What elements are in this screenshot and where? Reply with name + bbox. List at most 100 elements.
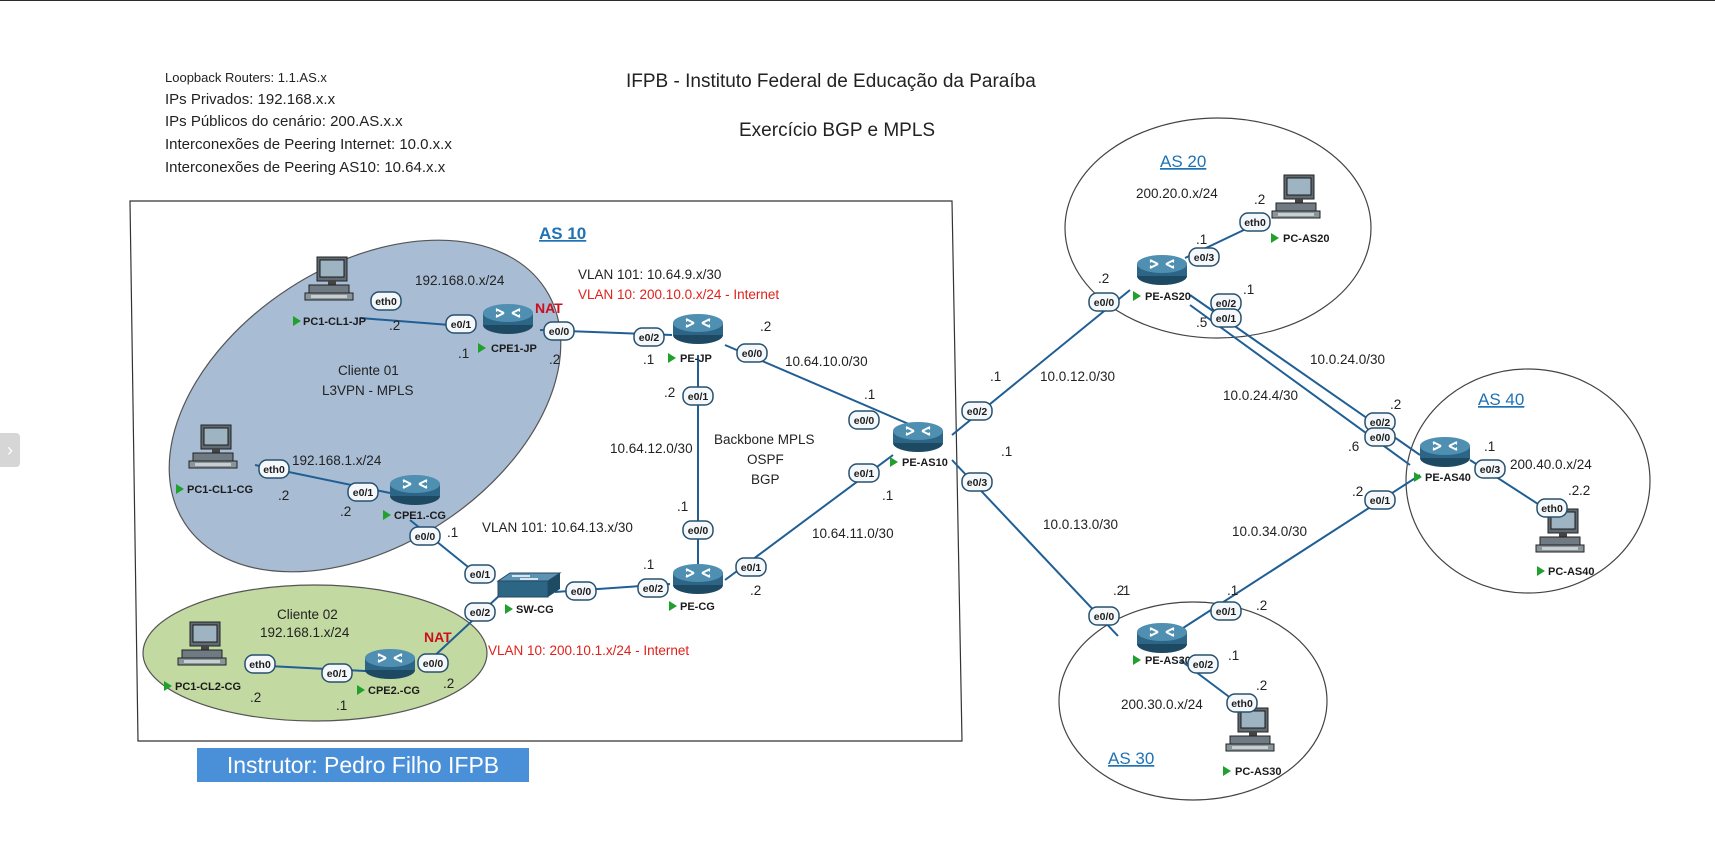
interface-badge-shape <box>1364 427 1396 447</box>
as10-label: AS 10 <box>539 224 586 243</box>
lan-cg1-label: 192.168.1.x/24 <box>292 453 382 468</box>
interface-badge-label: e0/0 <box>688 525 709 537</box>
host-octet-h34: .2 <box>1256 598 1267 613</box>
pe-cg[interactable]: PE-CG <box>669 563 724 613</box>
interface-badge-shape <box>1088 292 1120 312</box>
interface-badge-peas10-e03[interactable]: e0/3 <box>961 472 993 492</box>
host-octet-h10: .2 <box>340 504 351 519</box>
interface-badge-pcas20-eth0[interactable]: eth0 <box>1239 212 1271 232</box>
interface-badge-peas40-e01[interactable]: e0/1 <box>1364 490 1396 510</box>
host-octet-h16: .1 <box>882 488 893 503</box>
interface-badge-shape <box>682 386 714 406</box>
interface-badge-shape <box>637 578 669 598</box>
interface-badge-pejp-e00[interactable]: e0/0 <box>736 343 768 363</box>
host-octet-h15: .1 <box>336 698 347 713</box>
pc-as20[interactable]: PC-AS20 <box>1271 174 1329 245</box>
interface-badge-swcg-e01[interactable]: e0/1 <box>464 564 496 584</box>
interface-badge-label: e0/2 <box>470 607 491 619</box>
router-icon <box>892 421 944 453</box>
interface-badge-cpe1cg-e01[interactable]: e0/1 <box>347 482 379 502</box>
pe-jp[interactable]: PE-JP <box>668 313 724 365</box>
pc1-cl2-cg[interactable]: PC1-CL2-CG <box>164 621 241 693</box>
host-octet-h22: .2 <box>1254 192 1265 207</box>
interface-badge-shape <box>464 564 496 584</box>
interface-badge-shape <box>1239 212 1271 232</box>
interface-badge-label: e0/1 <box>353 487 374 499</box>
sidebar-expand-handle[interactable]: › <box>0 433 20 467</box>
interface-badge-cpe2cg-e01[interactable]: e0/1 <box>321 663 353 683</box>
pe-as40[interactable]: PE-AS40 <box>1414 436 1471 484</box>
pc-as40[interactable]: PC-AS40 <box>1535 508 1594 578</box>
pe-as30[interactable]: PE-AS30 <box>1133 622 1191 667</box>
interface-badge-label: e0/2 <box>967 406 988 418</box>
interface-badge-shape <box>1364 490 1396 510</box>
pe-as20[interactable]: PE-AS20 <box>1133 254 1191 303</box>
interface-badge-peas20-e02[interactable]: e0/2 <box>1210 293 1242 313</box>
interface-badge-pcas40-eth0[interactable]: eth0 <box>1536 498 1568 518</box>
status-play-icon <box>669 601 677 611</box>
interface-badge-cpe1jp-e00[interactable]: e0/0 <box>543 321 575 341</box>
interface-badge-cpe1jp-e01[interactable]: e0/1 <box>445 314 477 334</box>
vlan101-jp-label: VLAN 101: 10.64.9.x/30 <box>578 267 721 282</box>
pe-as10[interactable]: PE-AS10 <box>890 421 948 469</box>
pc-as30[interactable]: PC-AS30 <box>1223 707 1281 778</box>
cliente01-type: L3VPN - MPLS <box>322 383 414 398</box>
pc1-cl1-cg-label: PC1-CL1-CG <box>187 484 253 496</box>
interface-badge-cpe2cg-e00[interactable]: e0/0 <box>417 653 449 673</box>
interface-badge-cpe1cg-e00[interactable]: e0/0 <box>409 526 441 546</box>
router-icon <box>1419 436 1471 468</box>
interface-badge-peas40-e03[interactable]: e0/3 <box>1474 459 1506 479</box>
host-octet-labels: .2.1.2.1.2.2.1.1.2.2.1.1.2.2.1.1.2.1.1.2… <box>250 192 1590 713</box>
chevron-right-icon: › <box>7 440 13 460</box>
status-play-icon <box>1414 472 1422 482</box>
net-10-0-24-4-label: 10.0.24.4/30 <box>1223 388 1298 403</box>
interface-badge-label: e0/1 <box>327 668 348 680</box>
interface-badge-peas30-e02[interactable]: e0/2 <box>1187 654 1219 674</box>
interface-badge-shape <box>961 472 993 492</box>
interface-badge-pecg-e02[interactable]: e0/2 <box>637 578 669 598</box>
top-border <box>0 0 1715 1</box>
sw-cg[interactable]: SW-CG <box>497 572 561 616</box>
interface-badge-peas20-e00[interactable]: e0/0 <box>1088 292 1120 312</box>
interface-badge-shape <box>1536 498 1568 518</box>
cpe1-cg[interactable]: CPE1.-CG <box>383 474 446 522</box>
interface-badge-label: e0/1 <box>854 468 875 480</box>
pc-icon <box>1225 707 1275 752</box>
pc1-cl1-jp[interactable]: PC1-CL1-JP <box>293 256 366 328</box>
as40-net-label: 200.40.0.x/24 <box>1510 457 1592 472</box>
interface-badge-pcas30-eth0[interactable]: eth0 <box>1226 693 1258 713</box>
host-octet-h32: .1 <box>1228 648 1239 663</box>
legend-line-4: Interconexões de Peering Internet: 10.0.… <box>165 136 452 153</box>
cpe2-cg[interactable]: CPE2.-CG <box>357 648 420 697</box>
host-octet-h29: .2 <box>1568 483 1579 498</box>
status-play-icon <box>1133 291 1141 301</box>
host-octet-h1: .2 <box>389 318 400 333</box>
interface-badge-peas20-e01[interactable]: e0/1 <box>1210 308 1242 328</box>
interface-badge-pc1jp-eth0[interactable]: eth0 <box>370 291 402 311</box>
interface-badge-pejp-e01[interactable]: e0/1 <box>682 386 714 406</box>
interface-badge-peas10-e02[interactable]: e0/2 <box>961 401 993 421</box>
pc1-cl1-cg[interactable]: PC1-CL1-CG <box>176 424 253 496</box>
interface-badge-peas40-e00[interactable]: e0/0 <box>1364 427 1396 447</box>
interface-badge-pc2cg-eth0[interactable]: eth0 <box>244 654 276 674</box>
interface-badge-shape <box>1474 459 1506 479</box>
host-octet-h35: .1 <box>1119 583 1130 598</box>
interface-badge-pecg-e01[interactable]: e0/1 <box>735 557 767 577</box>
interface-badge-peas20-e03[interactable]: e0/3 <box>1188 247 1220 267</box>
cpe1-jp-label: CPE1-JP <box>491 343 537 355</box>
interface-badge-peas10-e00[interactable]: e0/0 <box>848 410 880 430</box>
interface-badge-pecg-e00[interactable]: e0/0 <box>682 520 714 540</box>
interface-badge-peas10-e01[interactable]: e0/1 <box>848 463 880 483</box>
interface-badge-shape <box>633 327 665 347</box>
interface-badge-label: eth0 <box>1244 217 1266 229</box>
host-octet-h7: .1 <box>864 387 875 402</box>
interface-badge-pejp-e02[interactable]: e0/2 <box>633 327 665 347</box>
status-play-icon <box>1271 233 1279 243</box>
cpe1-jp[interactable]: CPE1-JP <box>478 303 537 355</box>
pc-as30-label: PC-AS30 <box>1235 766 1281 778</box>
interface-badge-peas30-e01[interactable]: e0/1 <box>1210 601 1242 621</box>
interface-badge-swcg-e02[interactable]: e0/2 <box>464 602 496 622</box>
interface-badge-swcg-e00[interactable]: e0/0 <box>565 581 597 601</box>
interface-badge-peas30-e00[interactable]: e0/0 <box>1088 606 1120 626</box>
interface-badge-pc1cg-eth0[interactable]: eth0 <box>258 459 290 479</box>
